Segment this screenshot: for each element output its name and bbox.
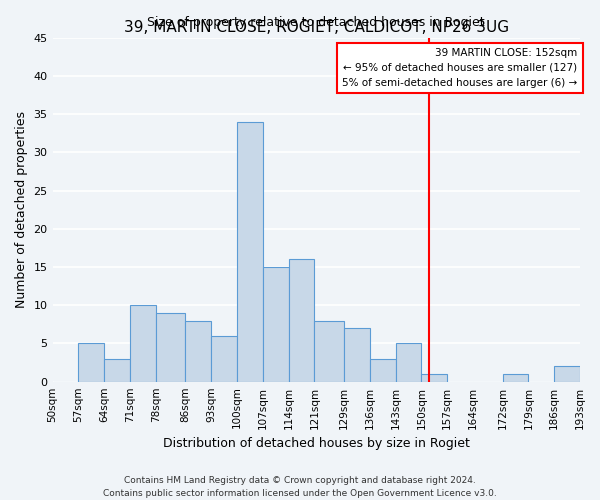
Bar [156, 313, 185, 382]
Text: Size of property relative to detached houses in Rogiet: Size of property relative to detached ho… [148, 16, 485, 29]
Bar [314, 320, 344, 382]
Bar [421, 374, 447, 382]
Bar [185, 320, 211, 382]
Text: Contains HM Land Registry data © Crown copyright and database right 2024.
Contai: Contains HM Land Registry data © Crown c… [103, 476, 497, 498]
Text: 39 MARTIN CLOSE: 152sqm
← 95% of detached houses are smaller (127)
5% of semi-de: 39 MARTIN CLOSE: 152sqm ← 95% of detache… [342, 48, 577, 88]
Bar [370, 358, 395, 382]
X-axis label: Distribution of detached houses by size in Rogiet: Distribution of detached houses by size … [163, 437, 470, 450]
Bar [104, 358, 130, 382]
Bar [503, 374, 529, 382]
Title: 39, MARTIN CLOSE, ROGIET, CALDICOT, NP26 3UG: 39, MARTIN CLOSE, ROGIET, CALDICOT, NP26… [124, 20, 509, 35]
Bar [79, 344, 104, 382]
Bar [395, 344, 421, 382]
Y-axis label: Number of detached properties: Number of detached properties [15, 111, 28, 308]
Bar [289, 260, 314, 382]
Bar [554, 366, 580, 382]
Bar [263, 267, 289, 382]
Bar [237, 122, 263, 382]
Bar [211, 336, 237, 382]
Bar [130, 305, 156, 382]
Bar [344, 328, 370, 382]
